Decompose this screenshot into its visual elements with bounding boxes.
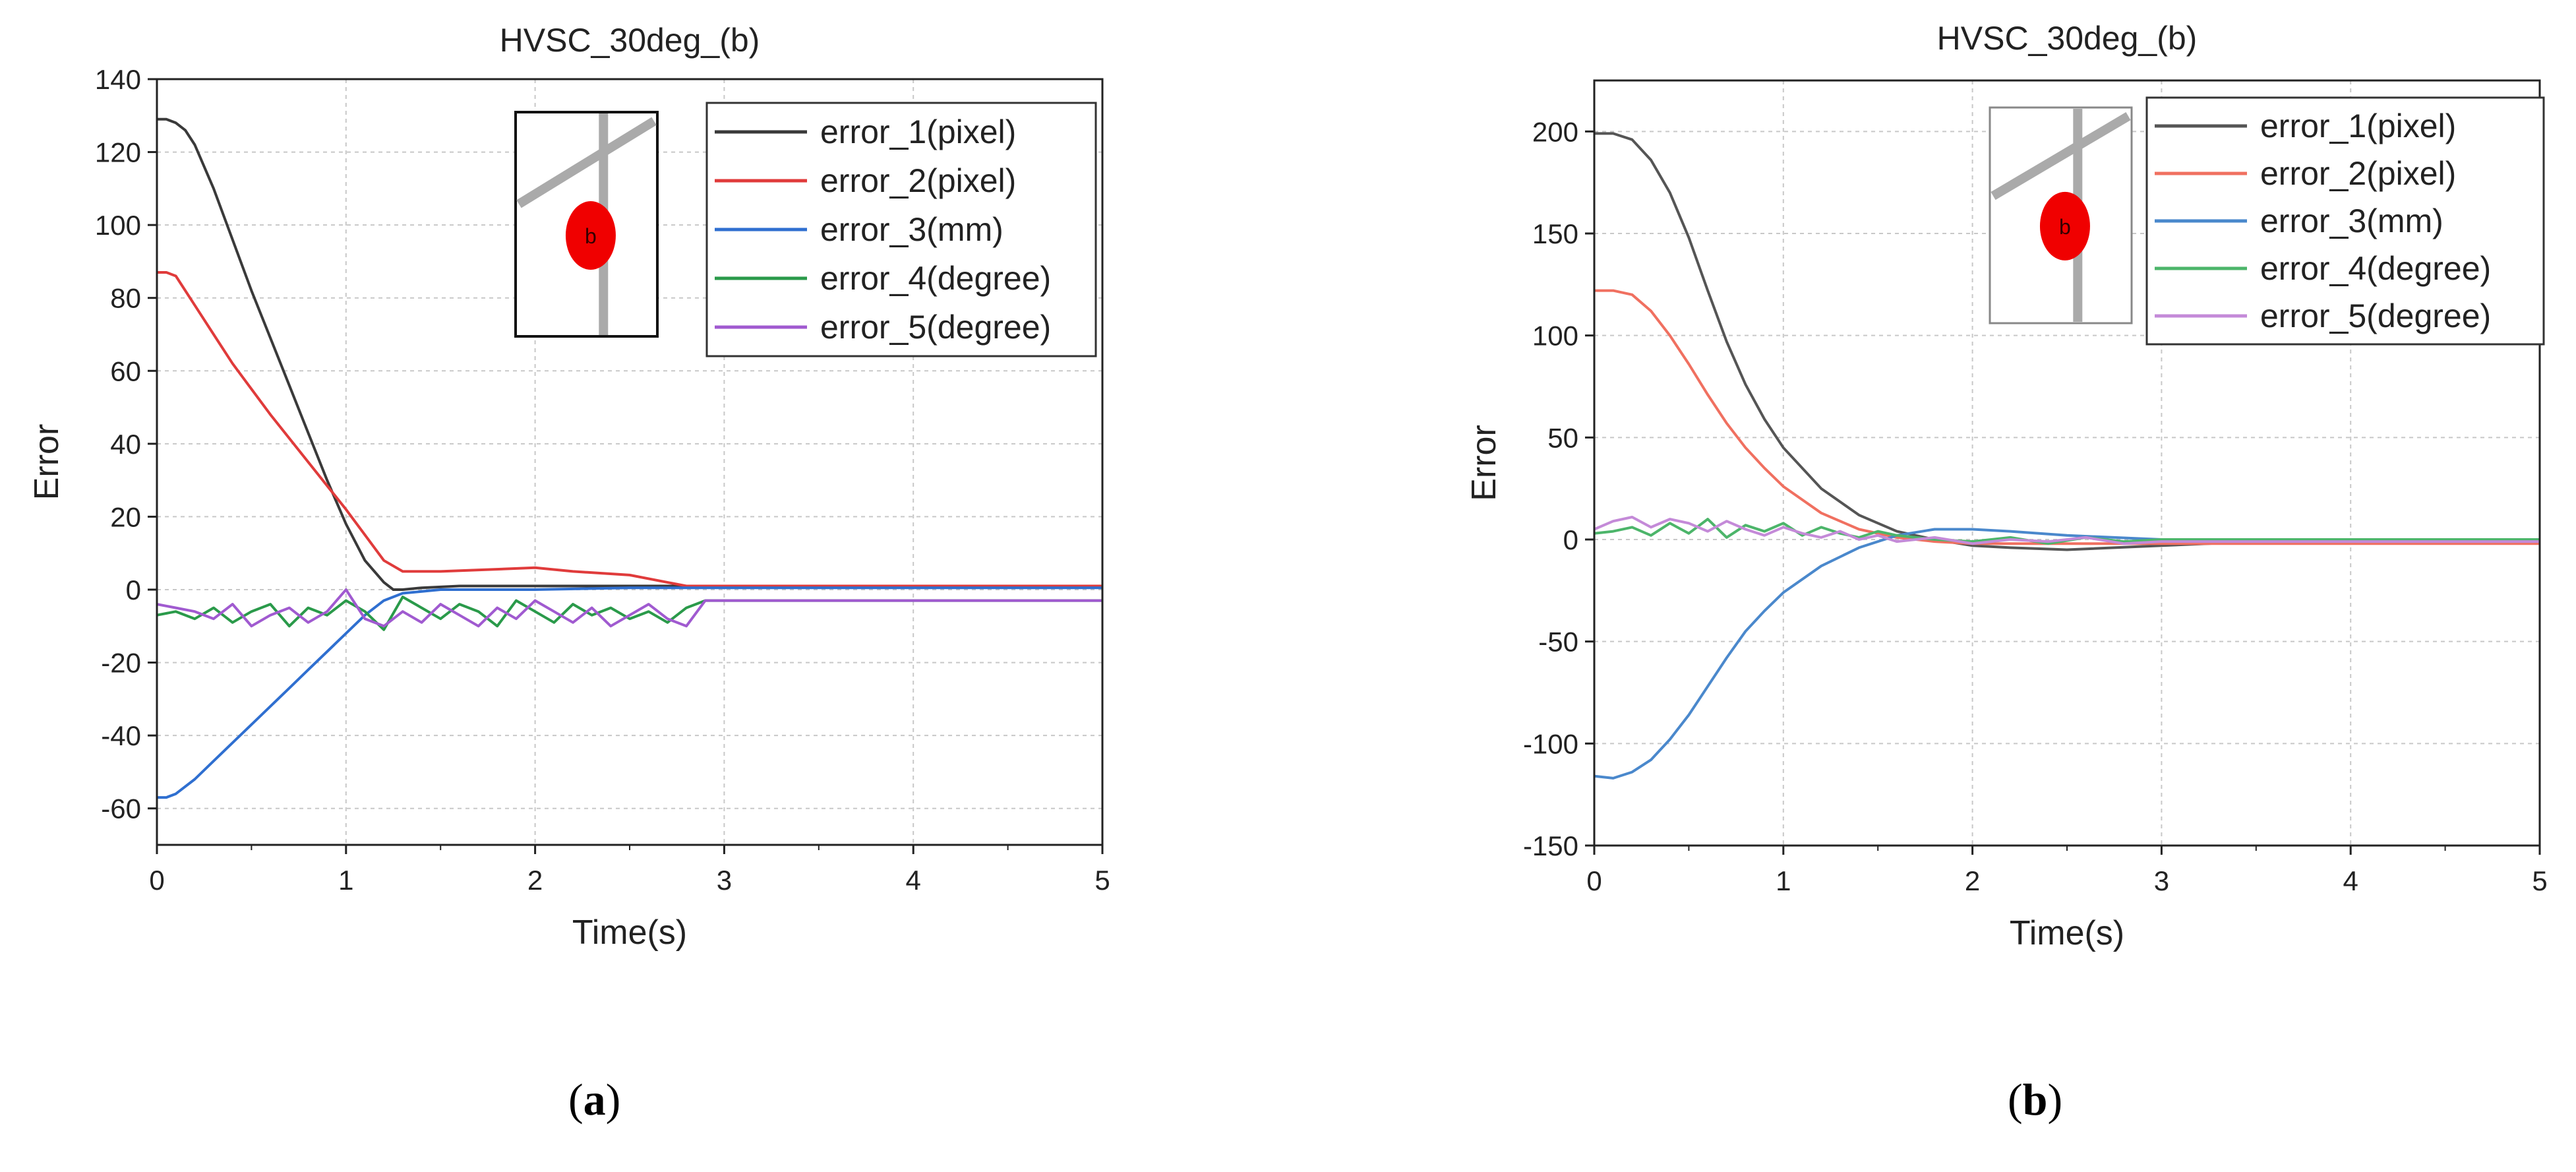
panel-caption-a-letter: a	[583, 1074, 606, 1125]
chart-title: HVSC_30deg_(b)	[500, 22, 760, 59]
inset-target-label: b	[585, 224, 597, 248]
series-line-4	[156, 596, 1102, 631]
series-line-3	[1594, 528, 2540, 780]
x-tick-label: 0	[1586, 865, 1602, 896]
legend-label-3: error_3(mm)	[820, 211, 1003, 248]
inset-diagonal-stick	[1991, 112, 2131, 200]
series-line-1	[157, 117, 1102, 591]
x-tick-label: 3	[717, 865, 732, 896]
y-tick-label: -40	[101, 720, 141, 751]
legend-label-1: error_1(pixel)	[2260, 108, 2456, 144]
chart-title: HVSC_30deg_(b)	[1937, 20, 2198, 57]
y-tick-label: 100	[95, 210, 141, 241]
legend: error_1(pixel) error_2(pixel) error_3(mm)e…	[2145, 96, 2545, 346]
y-tick-label: 40	[110, 429, 141, 460]
x-tick-label: 1	[338, 865, 353, 896]
series-line-1	[1594, 132, 2540, 551]
chart-b-svg: HVSC_30deg_(b) 0 1 2 3 4 5 200 150 100 50 0 -50 -100 -…	[1465, 20, 2548, 952]
x-axis-label: Time(s)	[2010, 914, 2124, 952]
y-tick-label: 0	[126, 574, 141, 605]
x-tick-label: 0	[149, 865, 164, 896]
legend-label-5: error_5(degree)	[2260, 297, 2491, 334]
chart-a-svg: HVSC_30deg_(b) 0 1 2 3 4 5 140 120 100 80 60 40 20 0 -2…	[28, 22, 1110, 952]
y-axis-label: Error	[28, 424, 66, 501]
x-axis-label: Time(s)	[572, 913, 687, 952]
y-tick-label: 50	[1547, 422, 1578, 453]
y-tick-label: 150	[1532, 218, 1578, 249]
legend-label-4: error_4(degree)	[820, 260, 1051, 297]
inset-red-target	[2039, 191, 2090, 261]
y-tick-label: -50	[1538, 627, 1578, 658]
y-axis-label: Error	[1465, 425, 1503, 501]
series-line-3	[157, 586, 1102, 799]
legend-label-4: error_4(degree)	[2260, 250, 2491, 287]
series-line-4	[1594, 518, 2540, 545]
panel-caption-a: (a)	[568, 1074, 621, 1125]
legend-label-3: error_3(mm)	[2260, 202, 2443, 239]
x-tick-label: 2	[527, 865, 543, 896]
series-line-5	[1594, 516, 2540, 545]
series-line-5	[156, 588, 1102, 628]
y-tick-label: 20	[110, 501, 141, 532]
y-tick-label: 140	[95, 64, 141, 95]
y-tick-label: 200	[1532, 116, 1578, 147]
x-tick-label: 4	[906, 865, 921, 896]
x-tick-label: 1	[1776, 865, 1791, 896]
panel-caption-b: (b)	[2008, 1074, 2063, 1125]
inset-target-label: b	[2059, 215, 2071, 239]
y-tick-label: -100	[1523, 728, 1578, 759]
legend-label-1: error_1(pixel)	[820, 113, 1016, 150]
legend-label-2: error_2(pixel)	[2260, 155, 2456, 192]
x-tick-label: 3	[2154, 865, 2169, 896]
inset-illustration: b	[1989, 106, 2133, 324]
y-tick-label: -20	[101, 648, 141, 679]
y-tick-label: -150	[1523, 830, 1578, 861]
y-tick-label: -60	[101, 793, 141, 824]
panel-caption-b-letter: b	[2022, 1074, 2048, 1125]
y-tick-label: 100	[1532, 321, 1578, 352]
y-tick-label: 0	[1563, 524, 1578, 555]
legend-label-2: error_2(pixel)	[820, 162, 1016, 199]
series-line-2	[157, 271, 1102, 588]
inset-red-target	[565, 201, 616, 270]
x-tick-label: 2	[1965, 865, 1980, 896]
inset-diagonal-stick	[516, 117, 657, 208]
x-tick-label: 5	[2532, 865, 2547, 896]
x-tick-label: 4	[2343, 865, 2358, 896]
chart-panel-b: HVSC_30deg_(b) 0 1 2 3 4 5 200 150 100 50 0 -50 -100 -…	[1286, 0, 2576, 1172]
inset-illustration: b	[514, 111, 659, 338]
y-tick-label: 80	[110, 283, 141, 314]
y-tick-label: 120	[95, 137, 141, 168]
legend-label-5: error_5(degree)	[820, 309, 1051, 346]
y-tick-label: 60	[110, 355, 141, 386]
chart-panel-a: HVSC_30deg_(b) 0 1 2 3 4 5 140 120 100 80 60 40 20 0 -2…	[0, 0, 1286, 1172]
legend: error_1(pixel) error_2(pixel) error_3(mm)e…	[705, 102, 1097, 357]
x-tick-label: 5	[1094, 865, 1110, 896]
